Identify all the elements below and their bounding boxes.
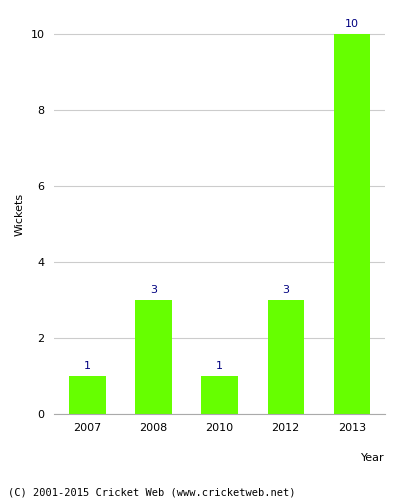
Bar (202, 376, 238, 414)
Text: 10: 10 (345, 20, 359, 30)
Bar (268, 300, 304, 414)
Text: 1: 1 (84, 361, 91, 371)
Text: Year: Year (361, 452, 385, 462)
Text: 3: 3 (282, 285, 289, 295)
Text: (C) 2001-2015 Cricket Web (www.cricketweb.net): (C) 2001-2015 Cricket Web (www.cricketwe… (8, 488, 296, 498)
Text: 3: 3 (150, 285, 157, 295)
Bar (334, 34, 370, 413)
Bar (135, 300, 172, 414)
Bar (69, 376, 106, 414)
Y-axis label: Wickets: Wickets (15, 192, 25, 236)
Text: 1: 1 (216, 361, 223, 371)
